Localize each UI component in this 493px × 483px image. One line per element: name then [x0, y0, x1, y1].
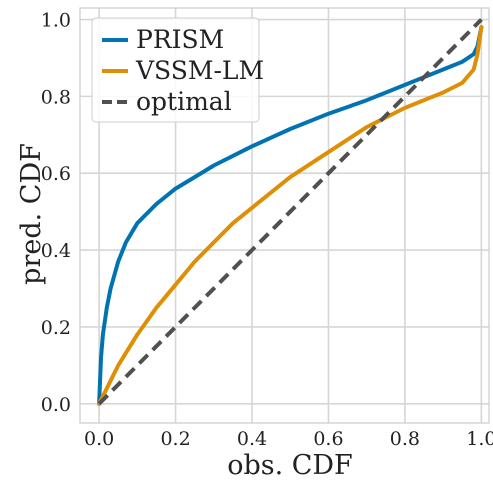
legend-label-vssm-lm: VSSM-LM — [135, 56, 264, 85]
x-tick-labels: 0.0 0.2 0.4 0.6 0.8 1.0 — [84, 428, 493, 450]
series-lines — [97, 18, 484, 406]
legend: PRISM VSSM-LM optimal — [91, 17, 264, 123]
legend-label-prism: PRISM — [136, 25, 224, 54]
y-tick-label: 0.6 — [41, 163, 71, 185]
x-tick-label: 0.0 — [84, 428, 114, 450]
y-tick-label: 0.0 — [41, 394, 71, 416]
x-axis-title: obs. CDF — [227, 450, 353, 481]
x-tick-label: 0.4 — [237, 428, 267, 450]
y-tick-labels: 0.0 0.2 0.4 0.6 0.8 1.0 — [41, 10, 71, 416]
x-tick-label: 0.2 — [160, 428, 190, 450]
y-tick-label: 0.4 — [41, 240, 71, 262]
series-line-vssm-lm — [97, 25, 484, 406]
legend-label-optimal: optimal — [136, 87, 232, 116]
y-tick-label: 0.8 — [41, 86, 71, 108]
x-tick-label: 1.0 — [466, 428, 493, 450]
x-tick-label: 0.8 — [390, 428, 420, 450]
y-tick-label: 1.0 — [41, 10, 71, 32]
series-line-optimal — [97, 18, 483, 406]
y-tick-label: 0.2 — [41, 317, 71, 339]
plot-frame — [79, 7, 490, 424]
y-axis-title: pred. CDF — [16, 143, 47, 285]
x-tick-label: 0.6 — [313, 428, 343, 450]
series-line-prism — [97, 25, 484, 406]
legend-box — [91, 17, 260, 123]
